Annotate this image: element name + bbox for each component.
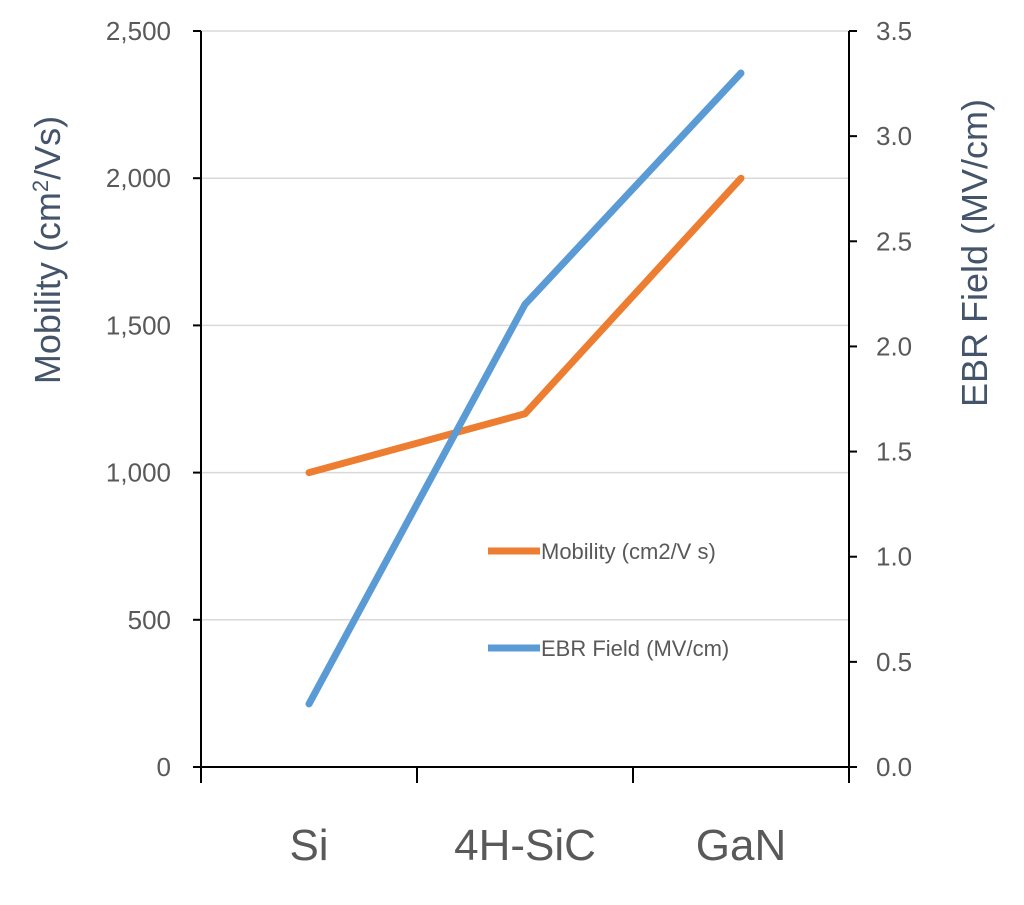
left-axis-title: Mobility (cm2/Vs)	[27, 116, 68, 384]
ebr-field-line	[305, 69, 745, 708]
gridlines	[201, 30, 849, 621]
right-axis-title: EBR Field (MV/cm)	[954, 99, 995, 407]
left-tick-label: 1,000	[106, 458, 171, 488]
right-tick-label: 3.0	[876, 121, 912, 151]
left-axis-ticks: 0 500 1,000 1,500 2,000 2,500	[106, 16, 201, 782]
left-tick-label: 0	[157, 752, 171, 782]
category-label: GaN	[696, 821, 786, 870]
right-tick-label: 3.5	[876, 16, 912, 46]
axes	[200, 31, 850, 768]
category-label: Si	[289, 821, 328, 870]
series-lines	[305, 69, 745, 708]
legend: Mobility (cm2/V s) EBR Field (MV/cm)	[488, 539, 729, 661]
x-axis-ticks: Si 4H-SiC GaN	[200, 767, 850, 870]
left-tick-label: 500	[128, 605, 171, 635]
right-tick-label: 2.5	[876, 226, 912, 256]
left-tick-label: 1,500	[106, 310, 171, 340]
right-tick-label: 0.5	[876, 647, 912, 677]
right-tick-label: 1.0	[876, 542, 912, 572]
left-tick-label: 2,000	[106, 163, 171, 193]
legend-label-ebr: EBR Field (MV/cm)	[541, 636, 729, 661]
left-tick-label: 2,500	[106, 16, 171, 46]
right-axis-ticks: 0.0 0.5 1.0 1.5 2.0 2.5 3.0 3.5	[849, 16, 912, 782]
legend-label-mobility: Mobility (cm2/V s)	[541, 539, 716, 564]
right-tick-label: 2.0	[876, 331, 912, 361]
category-label: 4H-SiC	[454, 821, 596, 870]
right-tick-label: 0.0	[876, 752, 912, 782]
right-tick-label: 1.5	[876, 437, 912, 467]
